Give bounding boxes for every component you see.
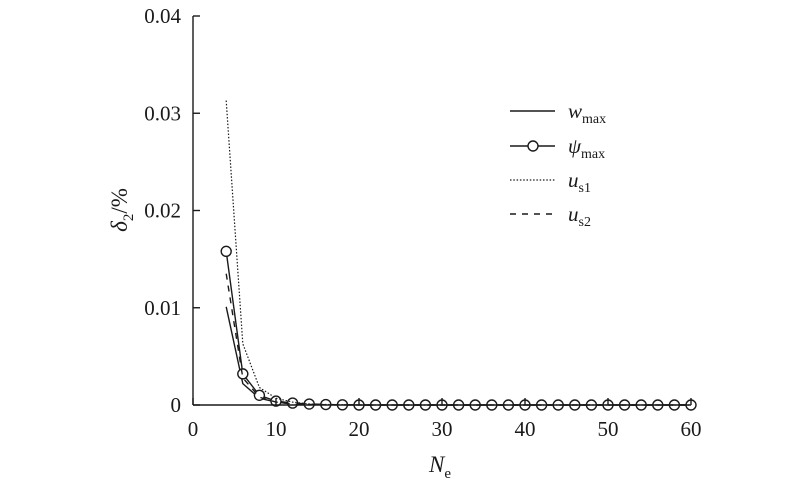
legend-item-psi-max: ψmax: [510, 134, 605, 162]
y-tick-label: 0.01: [144, 296, 181, 320]
x-tick-label: 20: [349, 417, 370, 441]
x-axis-label: Ne: [428, 452, 451, 482]
legend-label-w-max: wmax: [568, 99, 606, 127]
y-tick-label: 0.03: [144, 101, 181, 125]
y-axis-label: δ2/%: [107, 188, 137, 232]
y-tick-label: 0: [171, 393, 182, 417]
x-tick-label: 10: [266, 417, 287, 441]
legend-label-u-s1: us1: [568, 168, 591, 196]
data-point-max: [220, 245, 232, 258]
x-tick-label: 0: [188, 417, 199, 441]
axes-layer: [192, 16, 691, 406]
series-line-w-max: [225, 306, 691, 406]
legend: wmax ψmax us1 us2: [510, 99, 606, 230]
y-tick-label: 0.02: [144, 199, 181, 223]
x-tick-label: 60: [681, 417, 702, 441]
legend-item-w-max: wmax: [510, 99, 606, 127]
legend-label-u-s2: us2: [568, 202, 591, 230]
x-tick-label: 40: [515, 417, 536, 441]
x-tick-label: 50: [598, 417, 619, 441]
y-ticks: 0 0.01 0.02 0.03 0.04: [144, 4, 200, 417]
series-line-u-s1: [225, 100, 691, 406]
plot-area: 0 10 20 30 40 50 60 0 0.01 0.02 0.03 0.04: [144, 4, 701, 441]
x-ticks: 0 10 20 30 40 50 60: [188, 398, 702, 441]
legend-marker-psi-max: [527, 140, 539, 152]
legend-label-psi-max: ψmax: [568, 134, 605, 162]
legend-item-u-s2: us2: [510, 202, 591, 230]
y-tick-label: 0.04: [144, 4, 181, 28]
series-line-u-s2: [225, 273, 691, 406]
x-tick-label: 30: [432, 417, 453, 441]
series-layer: [220, 100, 697, 411]
series-line-ψ-max: [225, 251, 691, 406]
legend-item-u-s1: us1: [510, 168, 591, 196]
